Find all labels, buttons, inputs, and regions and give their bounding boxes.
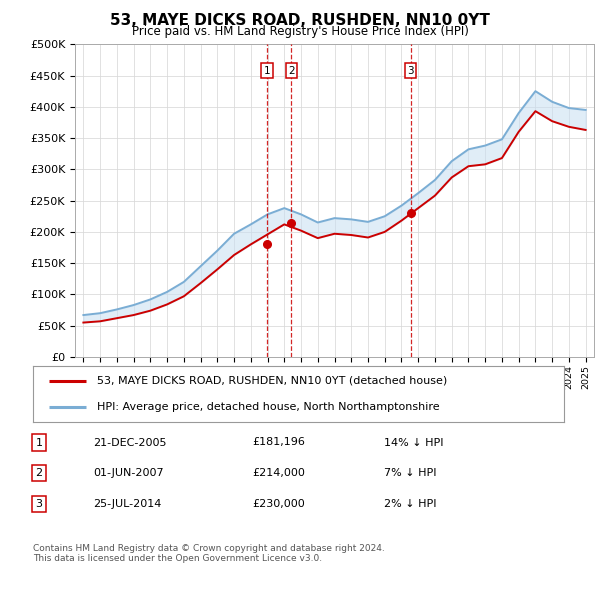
Text: 25-JUL-2014: 25-JUL-2014 bbox=[93, 499, 161, 509]
Text: £230,000: £230,000 bbox=[252, 499, 305, 509]
Text: 1: 1 bbox=[35, 438, 43, 447]
Text: 7% ↓ HPI: 7% ↓ HPI bbox=[384, 468, 437, 478]
Text: 01-JUN-2007: 01-JUN-2007 bbox=[93, 468, 164, 478]
Text: HPI: Average price, detached house, North Northamptonshire: HPI: Average price, detached house, Nort… bbox=[97, 402, 439, 412]
Text: 2: 2 bbox=[288, 65, 295, 76]
Text: 2% ↓ HPI: 2% ↓ HPI bbox=[384, 499, 437, 509]
Text: 1: 1 bbox=[264, 65, 271, 76]
Text: 14% ↓ HPI: 14% ↓ HPI bbox=[384, 438, 443, 447]
Text: 2: 2 bbox=[35, 468, 43, 478]
Text: £181,196: £181,196 bbox=[252, 438, 305, 447]
Text: 3: 3 bbox=[35, 499, 43, 509]
Text: Price paid vs. HM Land Registry's House Price Index (HPI): Price paid vs. HM Land Registry's House … bbox=[131, 25, 469, 38]
Text: 3: 3 bbox=[407, 65, 414, 76]
Text: Contains HM Land Registry data © Crown copyright and database right 2024.
This d: Contains HM Land Registry data © Crown c… bbox=[33, 544, 385, 563]
Text: 53, MAYE DICKS ROAD, RUSHDEN, NN10 0YT (detached house): 53, MAYE DICKS ROAD, RUSHDEN, NN10 0YT (… bbox=[97, 376, 447, 386]
Text: 21-DEC-2005: 21-DEC-2005 bbox=[93, 438, 167, 447]
Text: 53, MAYE DICKS ROAD, RUSHDEN, NN10 0YT: 53, MAYE DICKS ROAD, RUSHDEN, NN10 0YT bbox=[110, 13, 490, 28]
Text: £214,000: £214,000 bbox=[252, 468, 305, 478]
